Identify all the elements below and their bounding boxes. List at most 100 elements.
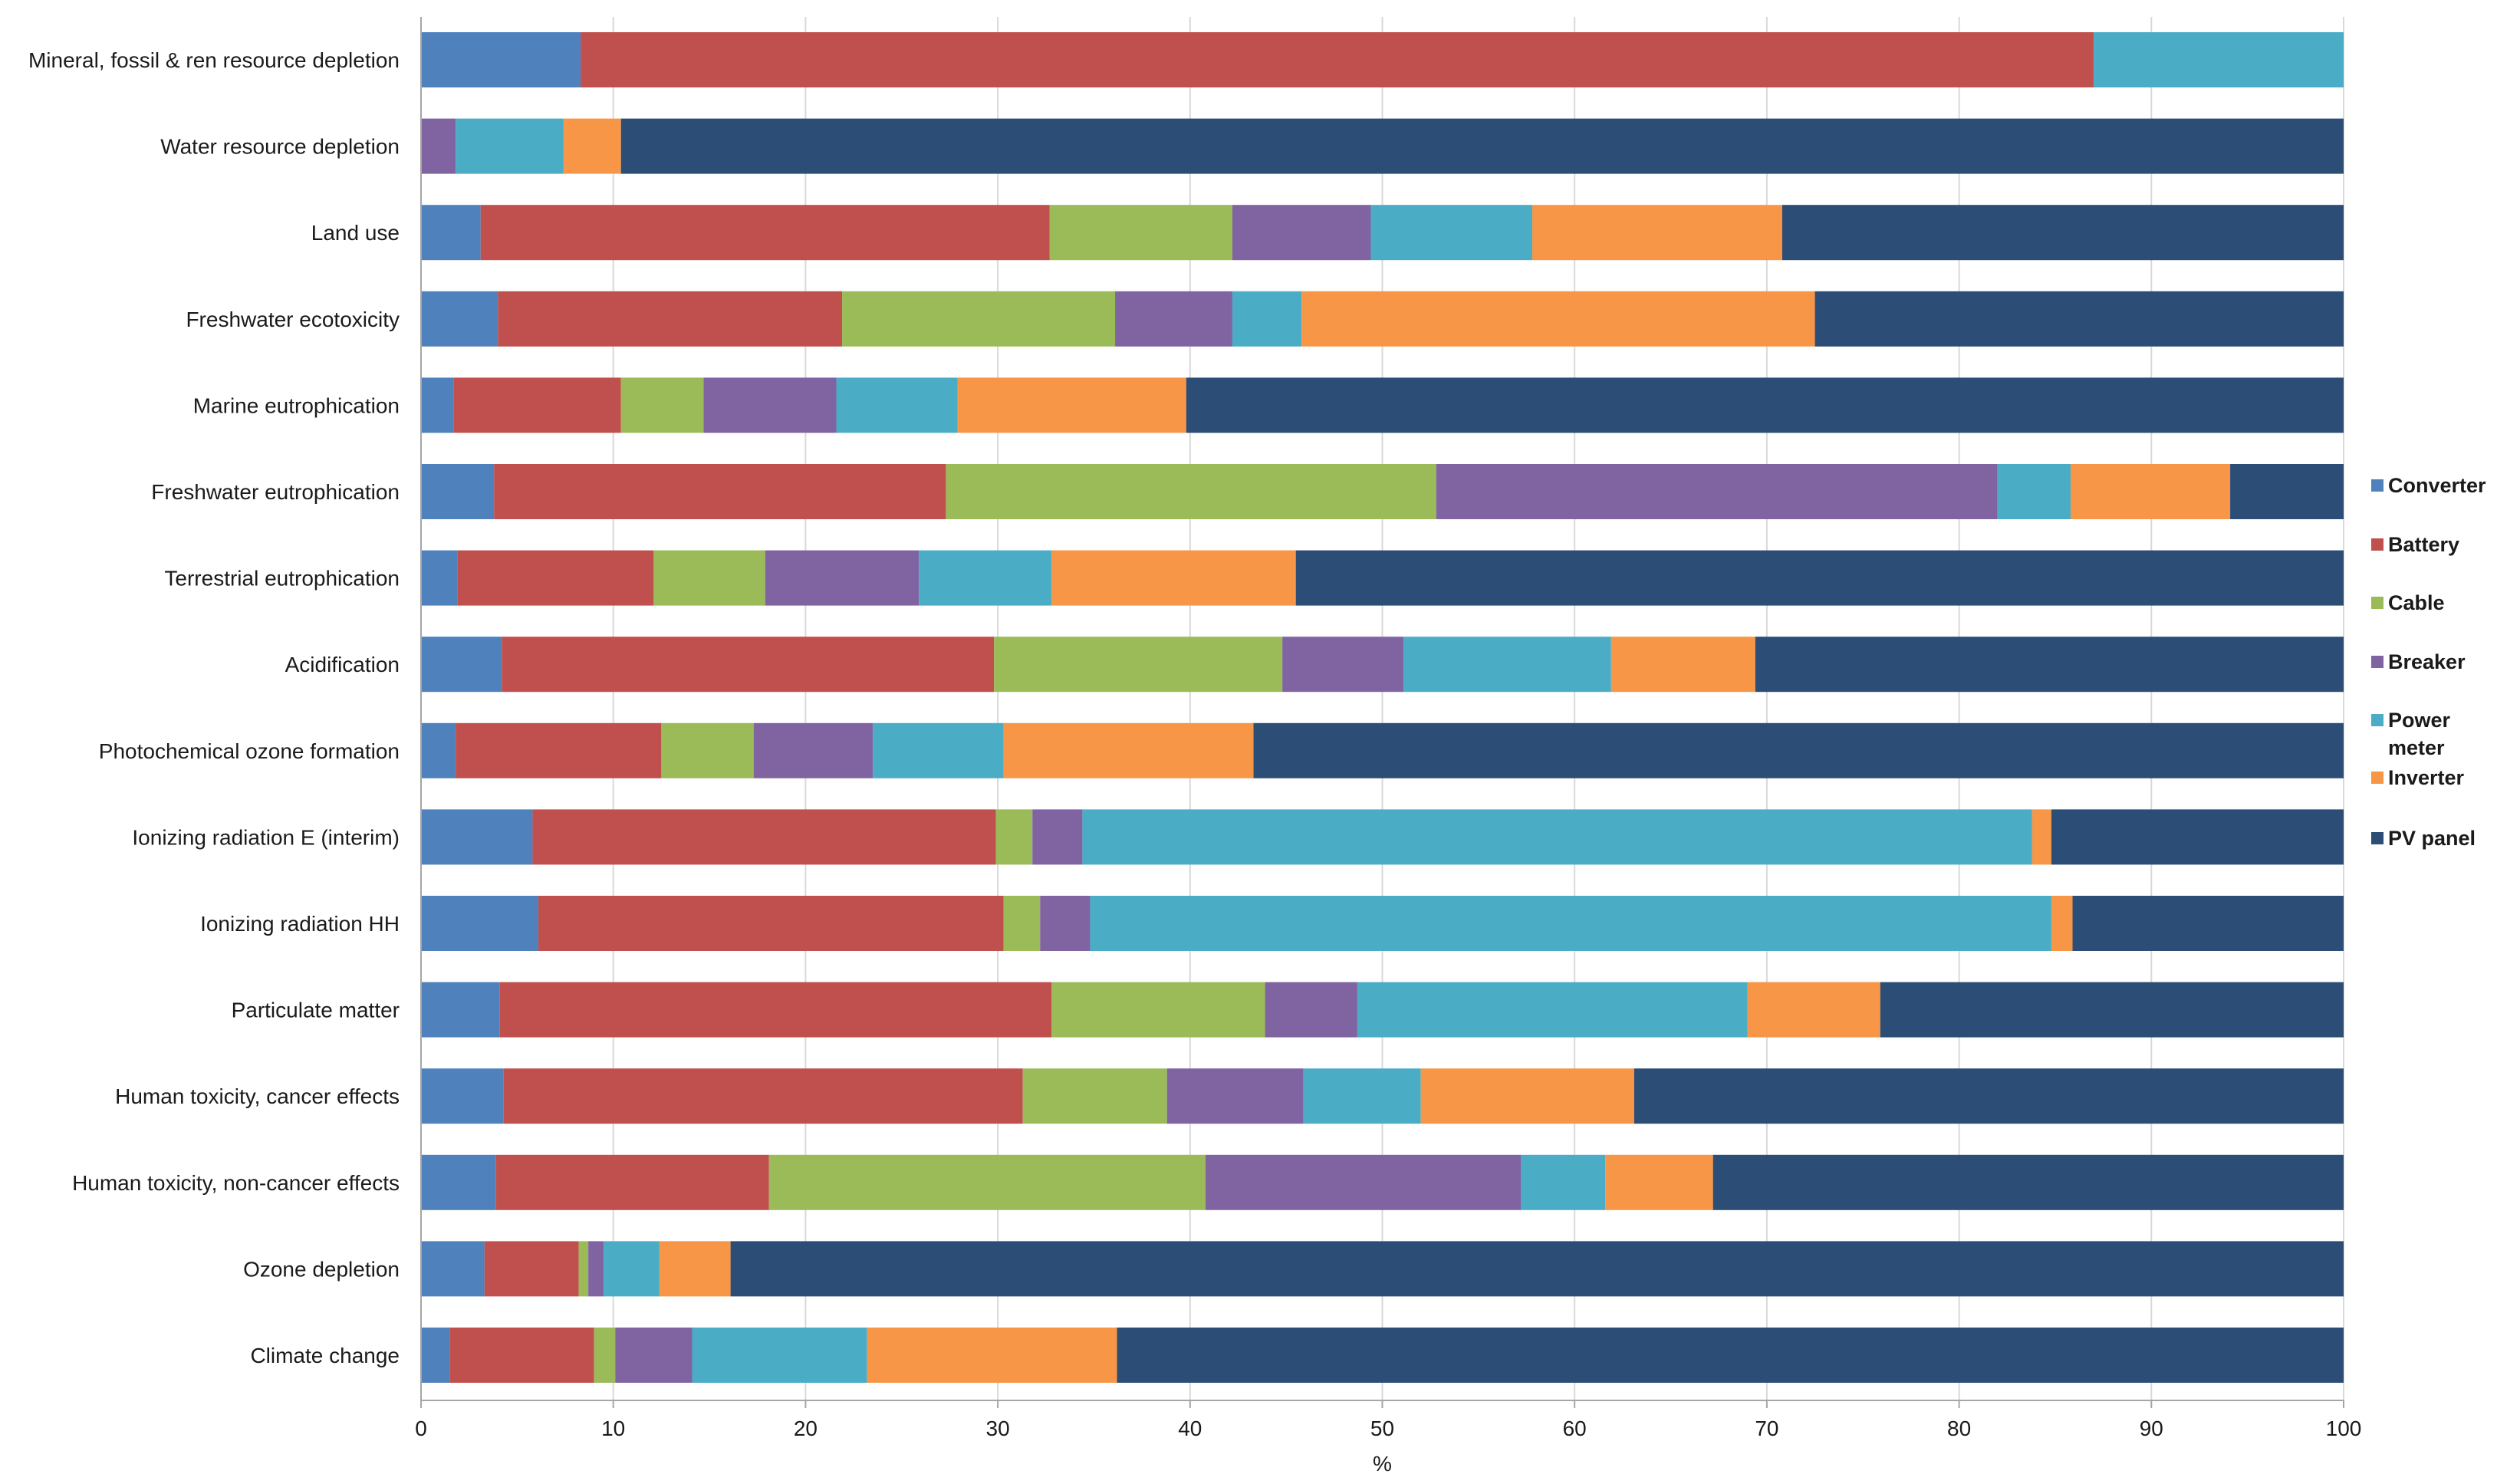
bar-segment-converter xyxy=(421,1328,450,1383)
x-tick-label: 90 xyxy=(2140,1417,2163,1440)
bar-segment-battery xyxy=(480,205,1050,261)
bar-segment-battery xyxy=(449,1328,594,1383)
bars xyxy=(421,32,2344,1383)
bar-segment-cable xyxy=(653,550,765,606)
bar-segment-power-meter xyxy=(873,722,1004,778)
bar-segment-power-meter xyxy=(919,550,1052,606)
bar-segment-power-meter xyxy=(1997,464,2071,519)
bar-segment-power-meter xyxy=(1521,1154,1606,1210)
bar-row xyxy=(421,1328,2344,1383)
bar-segment-converter xyxy=(421,377,454,433)
legend-swatch xyxy=(2371,656,2384,668)
bar-segment-breaker xyxy=(703,377,837,433)
category-label: Ozone depletion xyxy=(243,1257,400,1281)
legend-label: PV panel xyxy=(2388,827,2476,850)
x-tick-label: 50 xyxy=(1370,1417,1394,1440)
bar-segment-power-meter xyxy=(692,1328,867,1383)
bar-segment-battery xyxy=(499,982,1052,1038)
bar-segment-breaker xyxy=(1115,291,1232,347)
bar-row xyxy=(421,550,2344,606)
x-tick-label: 100 xyxy=(2326,1417,2362,1440)
bar-segment-cable xyxy=(946,464,1436,519)
bar-segment-breaker xyxy=(753,722,873,778)
bar-segment-pv-panel xyxy=(1253,722,2344,778)
bar-row xyxy=(421,118,2344,174)
bar-segment-inverter xyxy=(957,377,1186,433)
bar-segment-pv-panel xyxy=(1712,1154,2344,1210)
bar-segment-pv-panel xyxy=(1117,1328,2344,1383)
bar-segment-inverter xyxy=(2031,809,2051,865)
bar-segment-pv-panel xyxy=(1814,291,2344,347)
bar-segment-battery xyxy=(484,1241,579,1297)
bar-segment-inverter xyxy=(1301,291,1815,347)
bar-segment-pv-panel xyxy=(1186,377,2344,433)
x-tick-label: 70 xyxy=(1755,1417,1778,1440)
bar-segment-inverter xyxy=(1420,1068,1634,1124)
bar-row xyxy=(421,1154,2344,1210)
bar-segment-power-meter xyxy=(836,377,958,433)
bar-row xyxy=(421,809,2344,865)
bar-segment-cable xyxy=(995,809,1033,865)
legend-label: Battery xyxy=(2388,533,2459,556)
bar-row xyxy=(421,982,2344,1038)
category-label: Photochemical ozone formation xyxy=(99,739,400,763)
category-label: Water resource depletion xyxy=(160,135,400,159)
bar-segment-cable xyxy=(1022,1068,1167,1124)
legend-item-battery: Battery xyxy=(2371,533,2459,556)
bar-segment-converter xyxy=(421,550,458,606)
category-label: Ionizing radiation HH xyxy=(200,912,400,936)
bar-segment-converter xyxy=(421,1068,504,1124)
legend: Converter Battery Cable Breaker Power meter In… xyxy=(2371,474,2486,850)
legend-swatch xyxy=(2371,714,2384,726)
bar-segment-power-meter xyxy=(1232,291,1302,347)
x-axis-title: % xyxy=(1373,1452,1392,1476)
bar-segment-pv-panel xyxy=(1755,637,2344,693)
category-label: Acidification xyxy=(285,653,400,676)
category-label: Human toxicity, non-cancer effects xyxy=(72,1171,400,1195)
bar-segment-converter xyxy=(421,291,498,347)
bar-segment-pv-panel xyxy=(1781,205,2344,261)
bar-row xyxy=(421,1068,2344,1124)
bar-row xyxy=(421,722,2344,778)
legend-swatch xyxy=(2371,597,2384,609)
legend-swatch xyxy=(2371,772,2384,784)
category-label: Human toxicity, cancer effects xyxy=(115,1084,400,1108)
bar-segment-breaker xyxy=(615,1328,693,1383)
bar-row xyxy=(421,896,2344,951)
bar-segment-converter xyxy=(421,1154,496,1210)
bar-segment-breaker xyxy=(421,118,456,174)
bar-segment-inverter xyxy=(1532,205,1782,261)
category-label: Particulate matter xyxy=(232,999,400,1022)
category-label: Ionizing radiation E (interim) xyxy=(132,825,400,849)
legend-swatch xyxy=(2371,479,2384,492)
bar-segment-battery xyxy=(453,377,621,433)
bar-segment-breaker xyxy=(1265,982,1357,1038)
bar-segment-power-meter xyxy=(1303,1068,1421,1124)
bar-segment-power-meter xyxy=(1370,205,1533,261)
x-tick-label: 10 xyxy=(601,1417,625,1440)
bar-segment-breaker xyxy=(1205,1154,1522,1210)
bar-segment-power-meter xyxy=(456,118,564,174)
bar-segment-power-meter xyxy=(1403,637,1611,693)
x-axis: 0 10 20 30 40 50 60 70 80 90 100% xyxy=(415,17,2361,1476)
bar-segment-cable xyxy=(578,1241,589,1297)
legend-label: Converter xyxy=(2388,474,2486,497)
category-label: Marine eutrophication xyxy=(193,393,400,417)
bar-row xyxy=(421,291,2344,347)
x-tick-label: 60 xyxy=(1563,1417,1587,1440)
legend-item-converter: Converter xyxy=(2371,474,2486,497)
bar-segment-inverter xyxy=(1747,982,1880,1038)
legend-label: Inverter xyxy=(2388,766,2465,789)
bar-segment-battery xyxy=(495,1154,769,1210)
bar-segment-cable xyxy=(768,1154,1206,1210)
bar-segment-pv-panel xyxy=(1880,982,2344,1038)
bar-segment-inverter xyxy=(1605,1154,1713,1210)
bar-segment-converter xyxy=(421,464,495,519)
legend-item-cable: Cable xyxy=(2371,591,2445,614)
bar-segment-inverter xyxy=(1003,722,1254,778)
category-label: Land use xyxy=(311,221,400,245)
bar-segment-power-meter xyxy=(2094,32,2344,87)
bar-segment-converter xyxy=(421,896,538,951)
legend-label: Power xyxy=(2388,709,2451,732)
legend-item-pv-panel: PV panel xyxy=(2371,827,2476,850)
